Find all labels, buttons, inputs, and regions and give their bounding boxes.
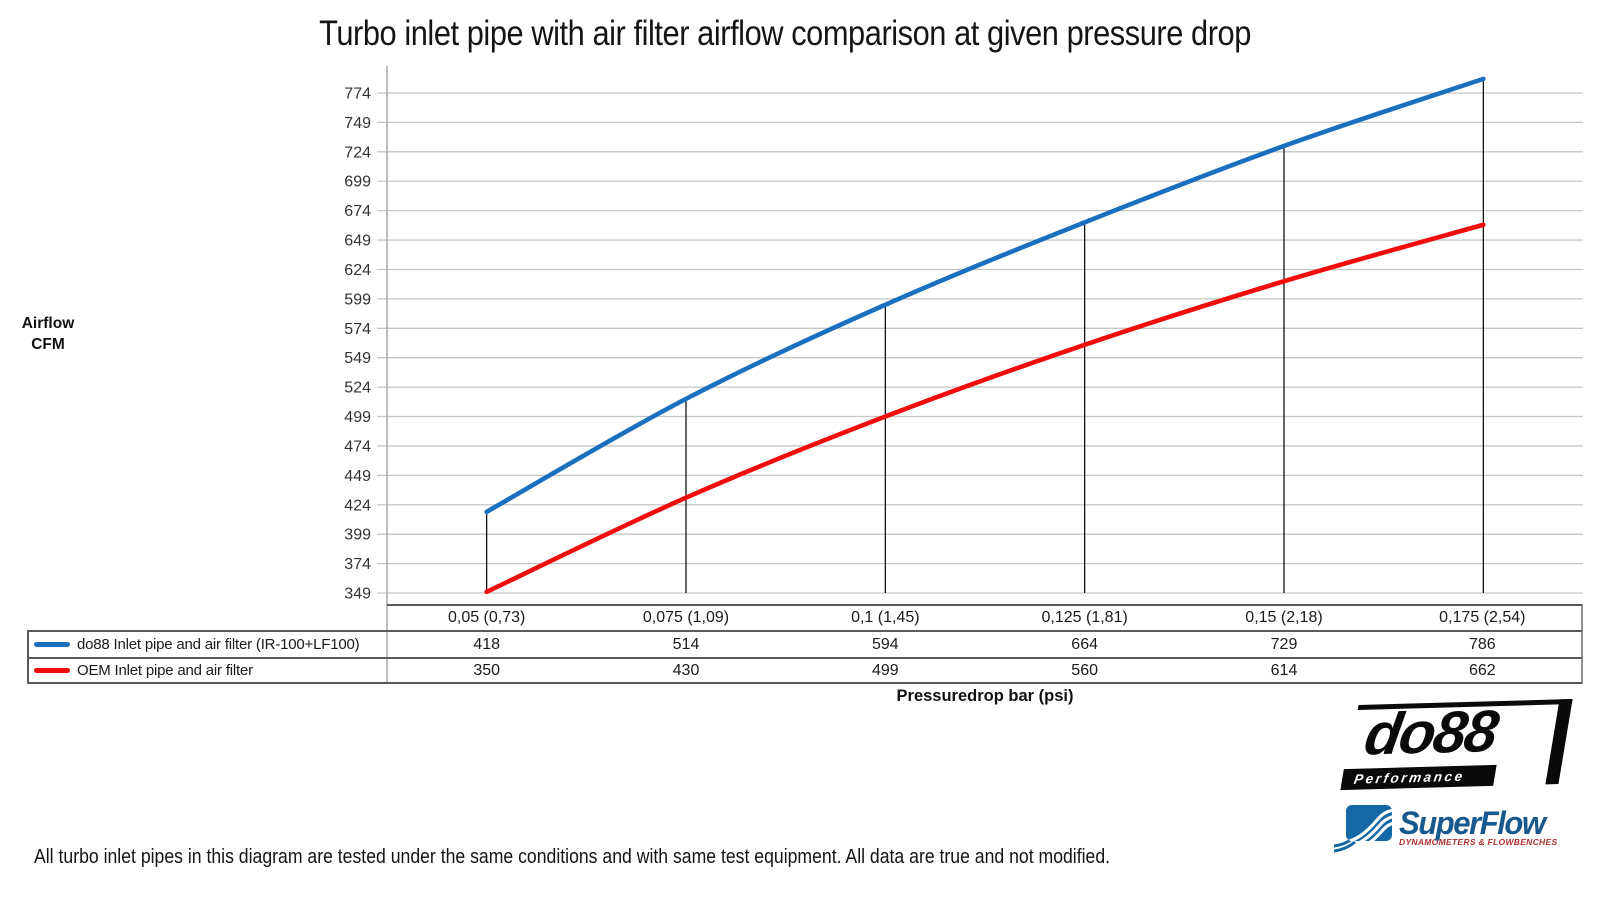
legend-label: do88 Inlet pipe and air filter (IR-100+L… bbox=[77, 636, 360, 653]
y-tick-label: 524 bbox=[344, 380, 371, 397]
superflow-wave-icon bbox=[1334, 805, 1392, 853]
y-tick-labels: 774 749 724 699 674 649 624 599 574 549 524 499 474 4… bbox=[344, 86, 371, 603]
series-line-0 bbox=[484, 76, 1486, 515]
y-tick-label: 399 bbox=[344, 527, 371, 544]
y-tick-label: 374 bbox=[344, 556, 371, 573]
y-tick-label: 674 bbox=[344, 203, 371, 220]
legend-cell-series-1: OEM Inlet pipe and air filter bbox=[27, 657, 387, 684]
y-axis-title: Airflow CFM bbox=[12, 313, 84, 355]
x-category-label: 0,175 (2,54) bbox=[1383, 604, 1583, 630]
chart-title: Turbo inlet pipe with air filter airflow… bbox=[319, 14, 1251, 53]
value-cell: 614 bbox=[1184, 657, 1384, 684]
superflow-logo-text: SuperFlow bbox=[1399, 805, 1546, 841]
superflow-logo: SuperFlow DYNAMOMETERS & FLOWBENCHES bbox=[1334, 803, 1557, 855]
y-tick-label: 749 bbox=[344, 115, 371, 132]
data-table: 0,05 (0,73) 0,075 (1,09) 0,1 (1,45) 0,125 (… bbox=[27, 604, 1583, 684]
footer-note: All turbo inlet pipes in this diagram ar… bbox=[34, 845, 1111, 868]
y-tick-label: 699 bbox=[344, 174, 371, 191]
value-cell: 430 bbox=[586, 657, 786, 684]
y-tick-label: 774 bbox=[344, 86, 371, 103]
y-tick-label: 499 bbox=[344, 409, 371, 426]
legend-swatch bbox=[34, 642, 70, 647]
superflow-text-block: SuperFlow DYNAMOMETERS & FLOWBENCHES bbox=[1399, 807, 1557, 847]
y-tick-label: 724 bbox=[344, 144, 371, 161]
gridlines bbox=[377, 92, 1583, 594]
value-cell: 514 bbox=[586, 630, 786, 657]
y-tick-label: 599 bbox=[344, 291, 371, 308]
value-cell: 729 bbox=[1184, 630, 1384, 657]
y-tick-label: 624 bbox=[344, 262, 371, 279]
value-cell: 350 bbox=[387, 657, 587, 684]
x-category-label: 0,05 (0,73) bbox=[387, 604, 587, 630]
value-cell: 786 bbox=[1383, 630, 1583, 657]
x-category-label: 0,125 (1,81) bbox=[984, 604, 1185, 630]
value-cell: 664 bbox=[984, 630, 1185, 657]
table-corner-cell bbox=[27, 604, 387, 630]
value-cell: 662 bbox=[1383, 657, 1583, 684]
y-tick-label: 574 bbox=[344, 321, 371, 338]
legend-swatch bbox=[34, 668, 70, 673]
category-drop-lines bbox=[486, 78, 1484, 593]
do88-logo: do88 Performance bbox=[1340, 698, 1573, 791]
value-cell: 499 bbox=[785, 657, 985, 684]
x-axis-title: Pressuredrop bar (psi) bbox=[896, 687, 1074, 705]
y-axis-title-line1: Airflow bbox=[21, 315, 75, 332]
do88-performance-bar: Performance bbox=[1340, 764, 1497, 791]
y-tick-label: 549 bbox=[344, 350, 371, 367]
superflow-logo-subtext: DYNAMOMETERS & FLOWBENCHES bbox=[1399, 837, 1558, 847]
legend-label: OEM Inlet pipe and air filter bbox=[77, 662, 253, 679]
value-cell: 560 bbox=[984, 657, 1185, 684]
y-tick-label: 424 bbox=[344, 497, 371, 514]
y-tick-label: 349 bbox=[344, 586, 371, 603]
do88-logo-text: do88 bbox=[1360, 698, 1502, 768]
y-axis-title-line2: CFM bbox=[31, 336, 65, 353]
y-tick-label: 649 bbox=[344, 233, 371, 250]
series-line-1 bbox=[484, 222, 1486, 595]
legend-cell-series-0: do88 Inlet pipe and air filter (IR-100+L… bbox=[27, 630, 387, 657]
y-tick-label: 449 bbox=[344, 468, 371, 485]
x-category-label: 0,1 (1,45) bbox=[785, 604, 985, 630]
x-category-label: 0,075 (1,09) bbox=[586, 604, 786, 630]
x-category-label: 0,15 (2,18) bbox=[1184, 604, 1384, 630]
value-cell: 594 bbox=[785, 630, 985, 657]
y-tick-label: 474 bbox=[344, 438, 371, 455]
value-cell: 418 bbox=[387, 630, 587, 657]
